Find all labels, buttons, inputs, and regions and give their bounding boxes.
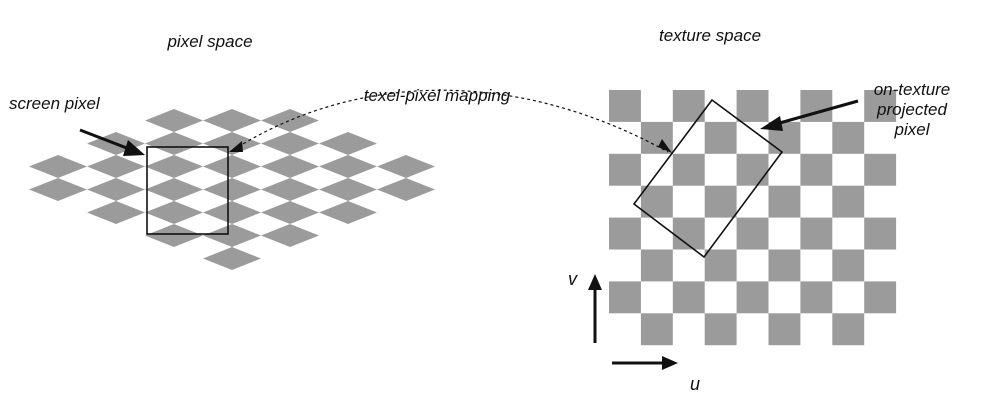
texture-cell: [704, 185, 737, 218]
pixel-diamond: [203, 178, 261, 201]
mapping-arrowhead-left: [229, 141, 243, 152]
mapping-label: texel-pixel mapping: [364, 86, 511, 105]
pixel-diamond: [203, 247, 261, 270]
texture-cell: [768, 249, 801, 282]
texture-cell: [609, 281, 641, 314]
texture-cell: [832, 313, 865, 346]
pixel-diamond: [377, 155, 435, 178]
texture-cell: [736, 90, 769, 122]
texture-cell: [864, 153, 897, 186]
screen-pixel-label: screen pixel: [9, 94, 101, 113]
texture-cell: [832, 121, 865, 154]
pixel-diamond: [29, 178, 87, 201]
screen-pixel-arrow: [79, 128, 145, 156]
pixel-diamond: [261, 201, 319, 224]
texture-cell: [832, 185, 865, 218]
texture-cell: [736, 153, 769, 186]
pixel-diamond: [319, 178, 377, 201]
projected-label-line1: on-texture: [874, 80, 951, 99]
texel-pixel-mapping-arc: [232, 89, 669, 153]
texture-cell: [736, 281, 769, 314]
pixel-diamond: [145, 201, 203, 224]
pixel-diamond: [203, 132, 261, 155]
pixel-diamond: [29, 155, 87, 178]
texture-space-grid: [609, 90, 897, 346]
texture-cell: [704, 121, 737, 154]
texture-cell: [800, 217, 833, 250]
pixel-diamond: [145, 178, 203, 201]
texture-cell: [672, 153, 705, 186]
u-axis-label: u: [690, 374, 700, 394]
pixel-diamond: [261, 155, 319, 178]
texture-cell: [672, 217, 705, 250]
pixel-diamond: [319, 201, 377, 224]
texture-cell: [704, 249, 737, 282]
texture-cell: [640, 313, 673, 346]
texture-cell: [704, 313, 737, 346]
texture-cell: [864, 90, 897, 122]
pixel-diamond: [203, 201, 261, 224]
v-axis-arrow: [588, 274, 602, 343]
v-axis-label: v: [568, 269, 578, 289]
texture-cell: [736, 217, 769, 250]
pixel-diamond: [319, 155, 377, 178]
u-axis-arrow: [612, 356, 678, 370]
texture-cell: [609, 153, 641, 186]
pixel-diamond: [203, 155, 261, 178]
projected-pixel-arrow: [760, 99, 859, 131]
pixel-diamond: [377, 178, 435, 201]
pixel-diamond: [319, 132, 377, 155]
texture-cell: [768, 185, 801, 218]
pixel-diamond: [87, 155, 145, 178]
pixel-diamond: [261, 224, 319, 247]
projected-label-line3: pixel: [894, 120, 931, 139]
pixel-diamond: [203, 224, 261, 247]
screen-pixel-square: [146, 146, 229, 235]
mapping-arrowhead-right: [658, 139, 672, 153]
texture-cell: [832, 249, 865, 282]
pixel-diamond: [261, 132, 319, 155]
pixel-diamond: [87, 178, 145, 201]
projected-label-line2: projected: [876, 100, 947, 119]
pixel-diamond: [145, 155, 203, 178]
texture-cell: [800, 153, 833, 186]
pixel-diamond: [145, 224, 203, 247]
texture-space-title: texture space: [659, 26, 761, 45]
texture-cell: [768, 313, 801, 346]
texture-cell: [672, 281, 705, 314]
pixel-diamond: [87, 201, 145, 224]
texture-cell: [800, 281, 833, 314]
pixel-diamond: [145, 132, 203, 155]
texture-cell: [609, 90, 641, 122]
pixel-space-title: pixel space: [166, 32, 252, 51]
texture-cell: [640, 249, 673, 282]
projected-pixel-rectangle: [632, 98, 784, 259]
texture-cell: [609, 217, 641, 250]
pixel-diamond: [145, 109, 203, 132]
texture-cell: [864, 281, 897, 314]
pixel-diamond: [203, 109, 261, 132]
pixel-diamond: [261, 178, 319, 201]
texture-cell: [864, 217, 897, 250]
